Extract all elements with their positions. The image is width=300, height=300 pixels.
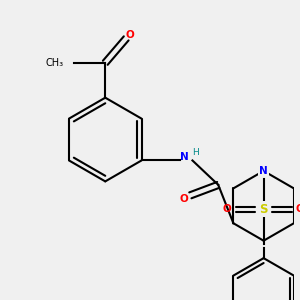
Text: O: O (296, 204, 300, 214)
Text: N: N (259, 166, 268, 176)
Text: CH₃: CH₃ (45, 58, 63, 68)
Text: H: H (192, 148, 199, 157)
Text: O: O (125, 30, 134, 40)
Text: N: N (180, 152, 189, 162)
Text: O: O (223, 204, 232, 214)
Text: O: O (179, 194, 188, 204)
Text: S: S (260, 203, 268, 216)
